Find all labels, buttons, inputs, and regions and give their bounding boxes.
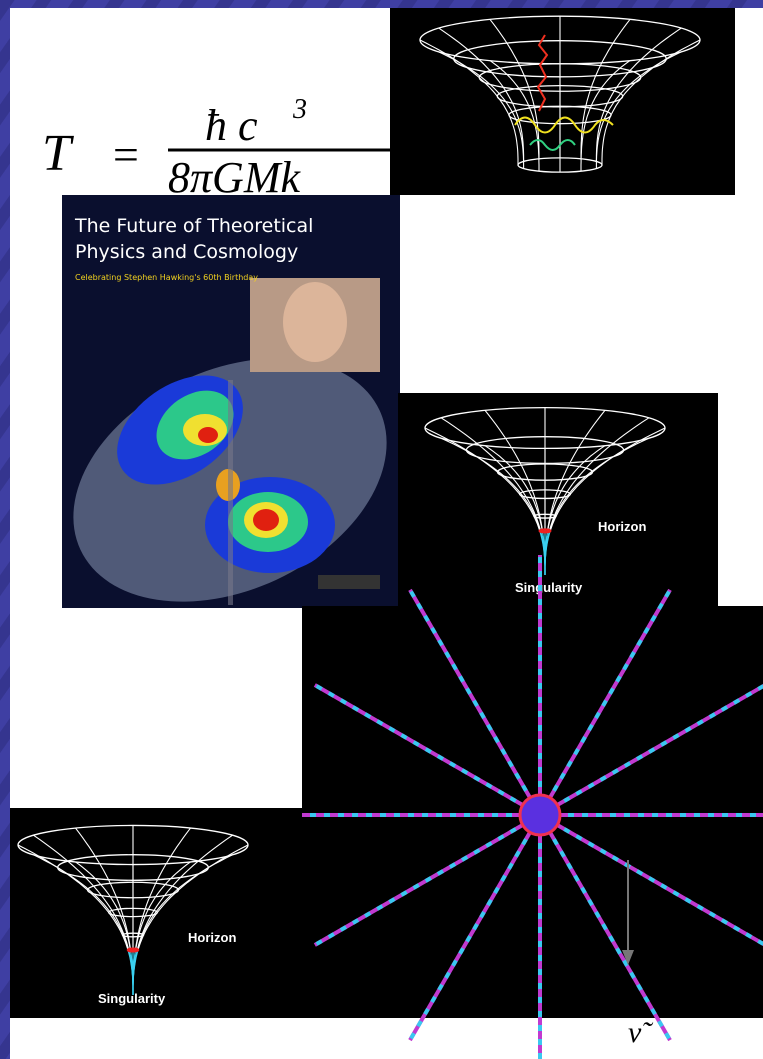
- horizon-image: [10, 808, 302, 1018]
- book-title: The Future of Theoretical: [74, 215, 313, 237]
- center: [520, 795, 560, 835]
- slide: T = ħ c 3 8πGMk The Future of Theoretica…: [0, 0, 763, 1059]
- singularity-label: Singularity: [98, 991, 166, 1006]
- horizon-image: [398, 393, 718, 606]
- horizon-label: Horizon: [188, 930, 236, 945]
- funnel-image: [390, 8, 735, 195]
- formula-exponent: 3: [292, 94, 307, 125]
- book-title: Physics and Cosmology: [75, 241, 298, 263]
- formula-denominator: 8πGMk: [168, 153, 301, 202]
- singularity-label: Singularity: [515, 580, 583, 595]
- horizon-label: Horizon: [598, 519, 646, 534]
- formula-numerator: ħ c: [205, 101, 258, 150]
- book-subtitle: Celebrating Stephen Hawking's 60th Birth…: [75, 273, 258, 282]
- book-cover: The Future of Theoretical Physics and Co…: [34, 195, 426, 649]
- formula-equals: =: [110, 129, 141, 180]
- formula-lhs: T: [42, 125, 74, 182]
